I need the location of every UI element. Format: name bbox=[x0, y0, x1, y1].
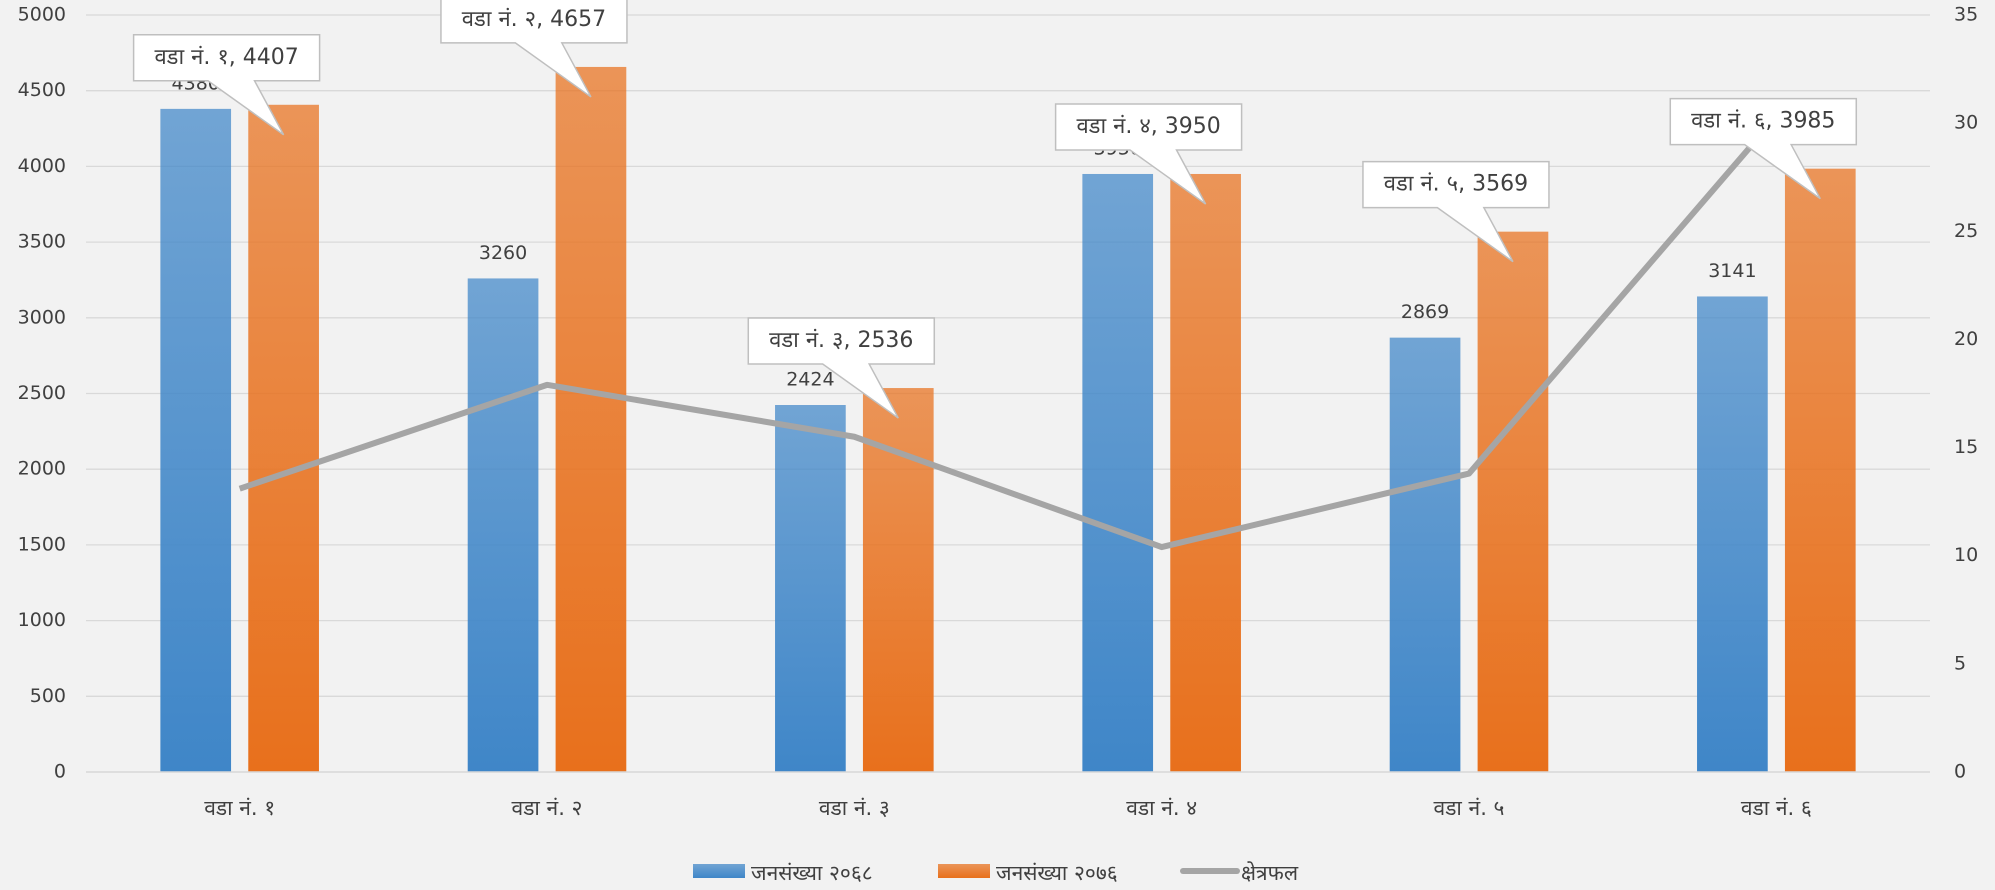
y-tick-label: 0 bbox=[54, 761, 66, 783]
data-label: वडा नं. १, 4407 bbox=[154, 45, 298, 70]
line bbox=[238, 114, 1779, 551]
x-tick-label: वडा नं. ५ bbox=[1434, 796, 1505, 820]
data-label: 2424 bbox=[786, 369, 834, 391]
bar bbox=[248, 104, 319, 772]
legend-label: जनसंख्या २०७६ bbox=[996, 861, 1118, 885]
data-label: वडा नं. २, 4657 bbox=[462, 7, 606, 32]
legend-swatch bbox=[693, 864, 745, 878]
callout bbox=[440, 0, 628, 98]
y2-tick-label: 5 bbox=[1954, 652, 1966, 674]
data-label: वडा नं. ५, 3569 bbox=[1384, 172, 1528, 197]
y-tick-label: 3000 bbox=[18, 306, 66, 328]
bar bbox=[1170, 173, 1241, 773]
callout bbox=[747, 317, 936, 419]
callout bbox=[1362, 160, 1550, 263]
y-tick-label: 2500 bbox=[18, 382, 66, 404]
y2-tick-label: 20 bbox=[1954, 328, 1978, 350]
data-label: वडा नं. ३, 2536 bbox=[769, 328, 913, 353]
y-tick-label: 3500 bbox=[18, 231, 66, 253]
y-tick-label: 4500 bbox=[18, 79, 66, 101]
y-tick-label: 5000 bbox=[18, 4, 66, 26]
legend-label: क्षेत्रफल bbox=[1241, 861, 1299, 885]
data-label: 3260 bbox=[479, 242, 527, 264]
legend-label: जनसंख्या २०६८ bbox=[751, 861, 873, 885]
y-tick-label: 1500 bbox=[18, 533, 66, 555]
y2-tick-label: 0 bbox=[1954, 761, 1966, 783]
y2-tick-label: 15 bbox=[1954, 436, 1978, 458]
y-tick-label: 4000 bbox=[18, 155, 66, 177]
bar bbox=[1784, 168, 1856, 772]
x-tick-label: वडा नं. ३ bbox=[819, 796, 890, 820]
bar bbox=[1082, 173, 1154, 773]
bar bbox=[1477, 231, 1549, 773]
bar bbox=[467, 278, 539, 772]
bar bbox=[1389, 337, 1461, 772]
y-tick-label: 1000 bbox=[18, 609, 66, 631]
legend-swatch bbox=[938, 864, 990, 878]
callout bbox=[1669, 97, 1858, 200]
x-tick-label: वडा नं. १ bbox=[204, 796, 275, 820]
bar bbox=[160, 108, 232, 773]
x-tick-label: वडा नं. ६ bbox=[1741, 796, 1812, 820]
data-label: 2869 bbox=[1401, 301, 1449, 323]
callout bbox=[132, 34, 321, 136]
data-label: वडा नं. ४, 3950 bbox=[1076, 114, 1220, 139]
y2-tick-label: 10 bbox=[1954, 544, 1978, 566]
data-label: 3141 bbox=[1708, 260, 1756, 282]
y2-tick-label: 35 bbox=[1954, 4, 1978, 26]
bar bbox=[555, 66, 627, 773]
x-tick-label: वडा नं. २ bbox=[512, 796, 583, 820]
callout bbox=[1054, 103, 1243, 205]
bar bbox=[1697, 296, 1768, 772]
y2-tick-label: 30 bbox=[1954, 112, 1978, 134]
y2-tick-label: 25 bbox=[1954, 220, 1978, 242]
data-label: वडा नं. ६, 3985 bbox=[1691, 109, 1835, 134]
bar bbox=[775, 405, 846, 772]
x-tick-label: वडा नं. ४ bbox=[1126, 796, 1197, 820]
y-tick-label: 500 bbox=[30, 685, 66, 707]
y-tick-label: 2000 bbox=[18, 458, 66, 480]
